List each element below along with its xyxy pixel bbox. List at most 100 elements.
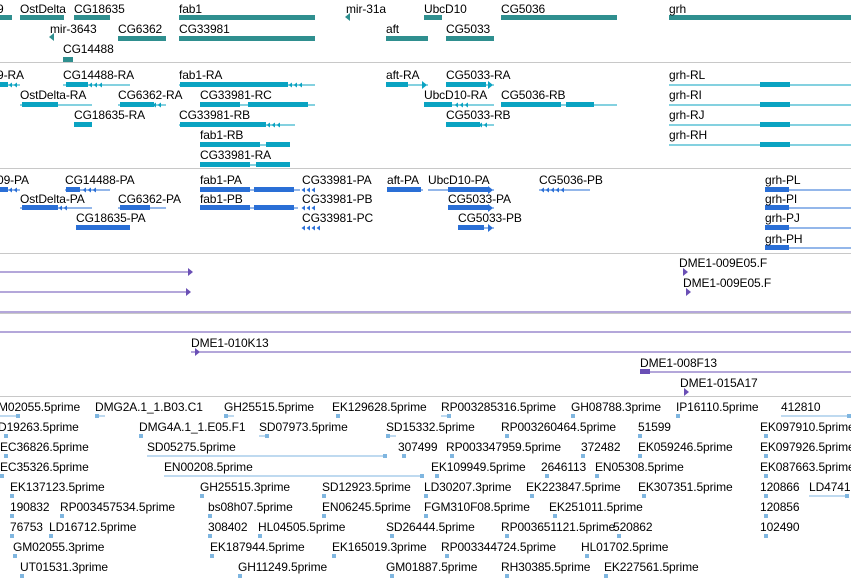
transcript-label[interactable]: grh-RI — [669, 88, 702, 102]
est-glyph[interactable] — [764, 434, 768, 438]
est-glyph[interactable] — [764, 474, 768, 478]
exon[interactable] — [74, 122, 92, 127]
cds[interactable] — [200, 205, 250, 210]
clone-label[interactable]: DME1-010K13 — [191, 336, 269, 350]
est-glyph[interactable] — [447, 414, 451, 418]
transcript-label[interactable]: grh-RL — [669, 68, 706, 82]
exon[interactable] — [256, 162, 290, 167]
est-label[interactable]: SD07973.5prime — [259, 420, 348, 434]
cds[interactable] — [765, 245, 789, 250]
cds[interactable] — [66, 187, 80, 192]
exon[interactable] — [0, 82, 8, 87]
est-glyph[interactable] — [505, 534, 509, 538]
est-glyph[interactable] — [545, 474, 549, 478]
est-label[interactable]: RP003260464.5prime — [501, 420, 616, 434]
est-glyph[interactable] — [435, 474, 439, 478]
est-label[interactable]: SD26444.5prime — [386, 520, 475, 534]
est-label[interactable]: GH11249.5prime — [238, 560, 328, 574]
exon[interactable] — [501, 102, 561, 107]
est-label[interactable]: EK187944.5prime — [210, 540, 305, 554]
protein-label[interactable]: grh-PJ — [765, 211, 800, 225]
est-glyph[interactable] — [450, 454, 454, 458]
gene-glyph[interactable] — [446, 36, 494, 41]
transcript-label[interactable]: grh-RJ — [669, 108, 705, 122]
est-label[interactable]: LD16712.5prime — [49, 520, 137, 534]
est-glyph[interactable] — [322, 514, 326, 518]
protein-label[interactable]: CG5033-PB — [458, 211, 522, 225]
est-glyph[interactable] — [764, 494, 768, 498]
est-label[interactable]: IP16110.5prime — [676, 400, 759, 414]
exon[interactable] — [66, 82, 88, 87]
exon[interactable] — [200, 142, 260, 147]
est-label[interactable]: 190832 — [10, 500, 50, 514]
gene-label[interactable]: UbcD10 — [424, 2, 467, 16]
gene-label[interactable]: fab1 — [179, 2, 202, 16]
est-label[interactable]: EK223847.5prime — [526, 480, 621, 494]
exon[interactable] — [760, 82, 790, 87]
est-glyph[interactable] — [265, 434, 269, 438]
transcript-label[interactable]: CG14488-RA — [63, 68, 135, 82]
est-label[interactable]: 76753 — [10, 520, 43, 534]
gene-glyph[interactable] — [118, 36, 166, 41]
est-glyph[interactable] — [258, 534, 262, 538]
est-label[interactable]: EK227561.5prime — [604, 560, 699, 574]
est-glyph[interactable] — [553, 514, 557, 518]
est-label[interactable]: EC35326.5prime — [0, 460, 89, 474]
clone-glyph[interactable] — [640, 369, 650, 374]
est-glyph[interactable] — [424, 494, 428, 498]
est-glyph[interactable] — [424, 514, 428, 518]
est-label[interactable]: GH25515.5prime — [224, 400, 314, 414]
cds[interactable] — [120, 205, 150, 210]
est-label[interactable]: EK137123.5prime — [10, 480, 105, 494]
gene-glyph[interactable] — [669, 15, 851, 20]
est-label[interactable]: 120866 — [760, 480, 800, 494]
exon[interactable] — [760, 122, 790, 127]
gene-glyph[interactable] — [424, 15, 442, 20]
cds[interactable] — [254, 205, 294, 210]
est-glyph[interactable] — [10, 494, 14, 498]
protein-label[interactable]: CG6362-PA — [118, 192, 181, 206]
exon[interactable] — [266, 142, 290, 147]
exon[interactable] — [386, 82, 408, 87]
clone-label[interactable]: DME1-015A17 — [680, 376, 758, 390]
est-label[interactable]: RP003651121.5prime — [501, 520, 616, 534]
transcript-label[interactable]: grh-RH — [669, 128, 708, 142]
transcript-label[interactable]: CG6362-RA — [118, 88, 183, 102]
clone-label[interactable]: DME1-009E05.F — [679, 256, 768, 270]
est-label[interactable]: HL01702.5prime — [581, 540, 669, 554]
est-glyph[interactable] — [445, 554, 449, 558]
est-label[interactable]: SD12923.5prime — [322, 480, 411, 494]
protein-label[interactable]: CG33981-PB — [302, 192, 373, 206]
transcript-label[interactable]: CG5033-RA — [446, 68, 511, 82]
cds[interactable] — [765, 225, 789, 230]
protein-label[interactable]: CG33981-PC — [302, 211, 374, 225]
protein-label[interactable]: grh-PI — [765, 192, 798, 206]
est-glyph[interactable] — [390, 534, 394, 538]
exon[interactable] — [120, 102, 154, 107]
est-label[interactable]: EN05308.5prime — [595, 460, 684, 474]
gene-label[interactable]: 9 — [0, 2, 4, 16]
protein-label[interactable]: aft-PA — [387, 173, 419, 187]
est-glyph[interactable] — [420, 474, 424, 478]
est-glyph[interactable] — [95, 414, 99, 418]
gene-label[interactable]: CG5036 — [501, 2, 546, 16]
est-glyph[interactable] — [139, 434, 143, 438]
est-glyph[interactable] — [604, 574, 608, 578]
gene-label[interactable]: CG5033 — [446, 22, 491, 36]
transcript-label[interactable]: fab1-RA — [179, 68, 223, 82]
est-label[interactable]: EK097910.5prime — [760, 420, 851, 434]
protein-label[interactable]: fab1-PA — [200, 173, 242, 187]
transcript-label[interactable]: CG33981-RB — [179, 108, 251, 122]
est-glyph[interactable] — [617, 534, 621, 538]
protein-label[interactable]: fab1-PB — [200, 192, 243, 206]
cds[interactable] — [458, 225, 484, 230]
est-label[interactable]: 2646113 — [541, 460, 587, 474]
est-glyph[interactable] — [764, 514, 768, 518]
protein-label[interactable]: UbcD10-PA — [428, 173, 490, 187]
est-label[interactable]: RH30385.5prime — [501, 560, 591, 574]
protein-label[interactable]: grh-PH — [765, 232, 803, 246]
est-label[interactable]: LD4741 — [809, 480, 851, 494]
exon[interactable] — [760, 142, 790, 147]
est-glyph[interactable] — [10, 514, 14, 518]
est-glyph[interactable] — [638, 454, 642, 458]
